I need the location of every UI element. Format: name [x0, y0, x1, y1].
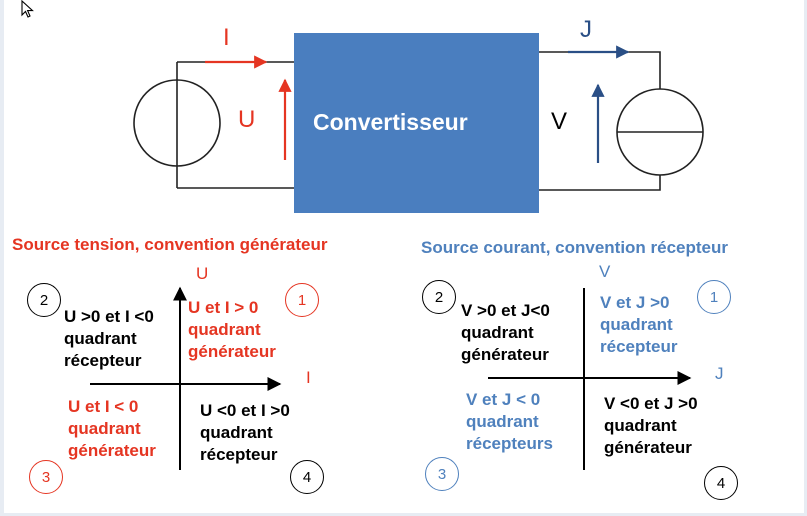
left-panel-heading: Source tension, convention générateur	[12, 235, 328, 254]
input-current-label: I	[223, 24, 230, 51]
output-current-label: J	[580, 16, 592, 43]
page-edge-bottom	[0, 513, 807, 516]
right-quadrant-4-text: V <0 et J >0 quadrant générateur	[604, 394, 698, 457]
left-quadrant-2-text: U >0 et I <0 quadrant récepteur	[64, 307, 154, 370]
left-quadrant-2-number: 2	[27, 283, 61, 317]
left-quadrant-3-number: 3	[29, 460, 63, 494]
input-voltage-label: U	[238, 106, 256, 133]
left-y-axis-label: U	[196, 264, 209, 283]
right-quadrant-3-number: 3	[425, 457, 459, 491]
right-panel-heading: Source courant, convention récepteur	[421, 238, 729, 257]
voltage-source-symbol	[133, 79, 221, 167]
right-quadrant-1-text: V et J >0 quadrant récepteur	[600, 293, 678, 356]
right-quadrant-3-text: V et J < 0 quadrant récepteurs	[466, 390, 553, 453]
right-quadrant-4-number: 4	[704, 466, 738, 500]
output-voltage-label: V	[551, 108, 568, 135]
mouse-pointer-icon	[21, 0, 34, 18]
right-y-axis-label: V	[599, 262, 611, 281]
right-quadrant-1-number: 1	[697, 280, 731, 314]
converter-label: Convertisseur	[313, 109, 468, 135]
left-x-axis-label: I	[306, 368, 311, 387]
left-quadrant-1-text: U et I > 0 quadrant générateur	[188, 298, 276, 361]
converter-block	[294, 33, 539, 213]
left-quadrant-1-number: 1	[285, 283, 319, 317]
left-quadrant-4-text: U <0 et I >0 quadrant récepteur	[200, 401, 290, 464]
right-quadrant-2-text: V >0 et J<0 quadrant générateur	[461, 301, 550, 364]
page-edge-right	[804, 0, 807, 516]
left-quadrant-4-number: 4	[290, 460, 324, 494]
current-source-symbol	[616, 88, 704, 176]
right-quadrant-2-number: 2	[422, 280, 456, 314]
left-quadrant-3-text: U et I < 0 quadrant générateur	[68, 397, 156, 460]
page-edge-left	[0, 0, 4, 516]
right-x-axis-label: J	[715, 364, 724, 383]
clipped-title-fragment: ▬▬▬ ▬▬▬▬▬▬ ▬▬▬▬▬▬	[330, 0, 570, 3]
